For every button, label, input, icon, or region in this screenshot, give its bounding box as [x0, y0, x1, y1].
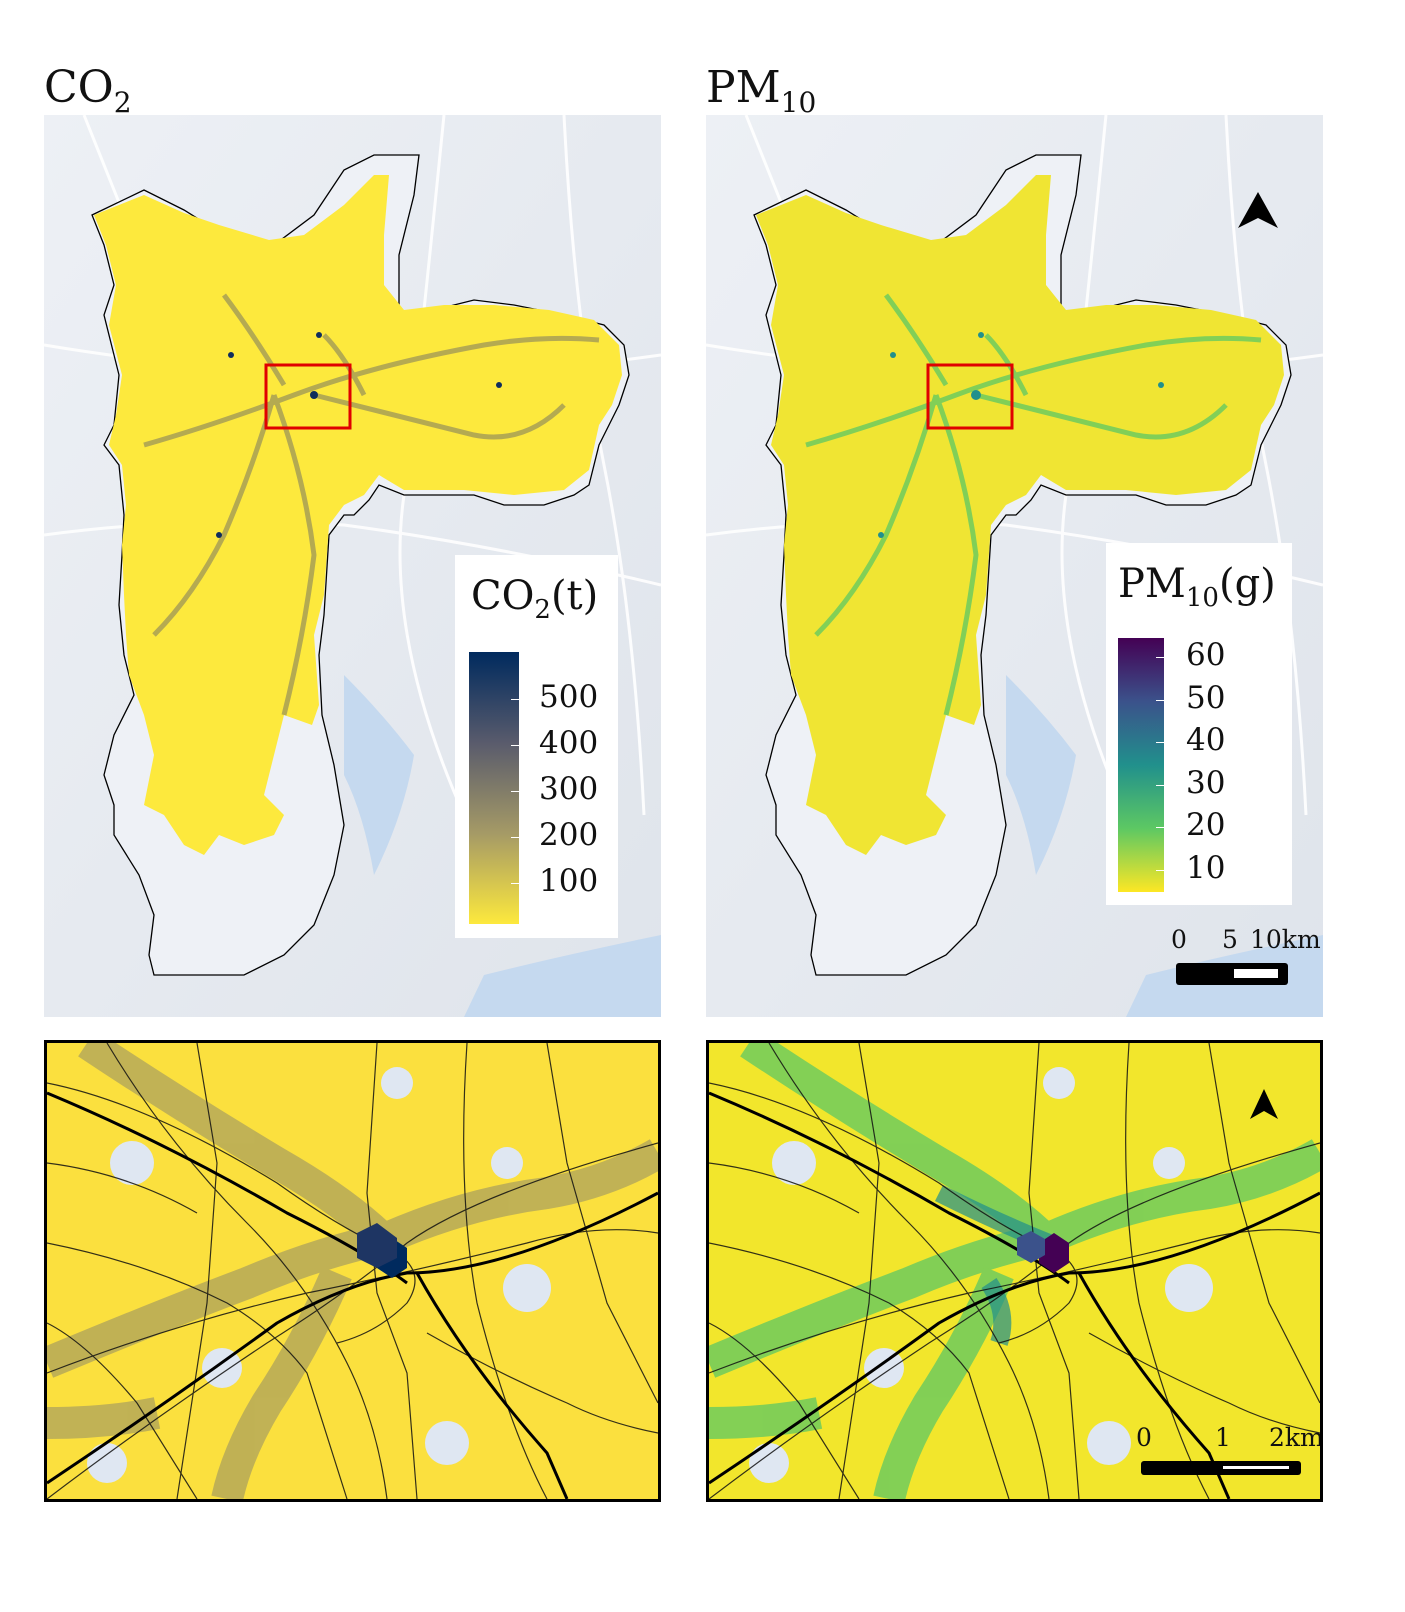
co2-legend-title-text: CO [471, 573, 535, 619]
pm10-legend: PM10(g) 60 50 40 30 20 10 [1106, 543, 1292, 905]
pm10-tick-mark [1156, 869, 1164, 871]
co2-tick-100: 100 [539, 863, 599, 899]
co2-tick-mark [511, 791, 519, 792]
co2-overview-map[interactable]: CO2(t) 500 400 300 200 100 [44, 115, 661, 1017]
zoom-scale-label-2km: 2km [1269, 1423, 1323, 1452]
co2-tick-300: 300 [539, 771, 599, 807]
pm10-title-sub: 10 [780, 85, 817, 119]
pm10-tick-mark [1156, 827, 1164, 828]
north-arrow-icon [1238, 192, 1278, 228]
pm10-zoom-hotspot [1039, 1233, 1069, 1273]
pm10-tick-mark [1156, 784, 1164, 786]
ocean-area [464, 935, 661, 1017]
zoom-scale-label-1: 1 [1215, 1423, 1231, 1452]
pm10-tick-30: 30 [1186, 764, 1226, 801]
co2-zoom-map[interactable] [44, 1040, 661, 1502]
pm10-title-text: PM [706, 62, 781, 113]
pm10-tick-mark [1156, 699, 1164, 701]
co2-title-sub: 2 [113, 85, 132, 119]
co2-tick-500: 500 [539, 679, 599, 715]
pm10-overview-map[interactable]: PM10(g) 60 50 40 30 20 10 0 5 10km [706, 115, 1323, 1017]
pm10-tick-40: 40 [1186, 722, 1226, 758]
pm10-legend-title-sub: 10 [1185, 583, 1219, 613]
pm10-tick-50: 50 [1186, 679, 1226, 716]
co2-tick-200: 200 [539, 817, 599, 853]
pm10-tick-mark [1156, 657, 1164, 658]
pm10-legend-title-suffix: (g) [1218, 561, 1276, 607]
overview-scalebar [1176, 963, 1288, 985]
co2-colorbar [469, 652, 519, 924]
pm10-legend-title-text: PM [1118, 561, 1186, 607]
co2-tick-400: 400 [539, 725, 599, 761]
co2-hotspot [310, 391, 318, 399]
co2-legend-title-sub: 2 [534, 595, 551, 625]
co2-legend-title-suffix: (t) [550, 573, 599, 619]
pm10-tick-20: 20 [1186, 807, 1226, 843]
zoom-north-arrow-icon [1250, 1089, 1278, 1119]
co2-legend: CO2(t) 500 400 300 200 100 [455, 555, 618, 938]
pm10-tick-mark [1156, 742, 1164, 743]
inset-box [264, 363, 352, 430]
zoom-scale-label-0: 0 [1136, 1423, 1152, 1452]
zoom-scalebar [1141, 1461, 1301, 1475]
pm10-tick-60: 60 [1186, 637, 1226, 673]
co2-tick-mark [511, 745, 519, 746]
pm10-colorbar [1118, 638, 1164, 892]
co2-tick-mark [511, 883, 519, 884]
co2-panel-title: CO2 [44, 62, 132, 119]
pm10-tick-10: 10 [1186, 849, 1226, 886]
scale-label-10km: 10km [1250, 925, 1321, 954]
pm10-zoom-map[interactable]: 0 1 2km [706, 1040, 1323, 1502]
scale-label-5: 5 [1222, 925, 1238, 954]
pm10-zoom-graphic [709, 1043, 1320, 1499]
co2-title-text: CO [44, 62, 114, 113]
co2-zoom-graphic [47, 1043, 658, 1499]
scale-label-0: 0 [1171, 925, 1187, 954]
co2-legend-title: CO2(t) [471, 573, 598, 625]
co2-tick-mark [511, 837, 519, 838]
pm10-legend-title: PM10(g) [1118, 561, 1276, 613]
reservoir-area [344, 675, 414, 875]
pm10-panel-title: PM10 [706, 62, 816, 119]
co2-tick-mark [511, 699, 519, 700]
